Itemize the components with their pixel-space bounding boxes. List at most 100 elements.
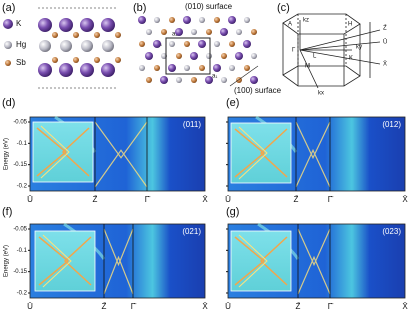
- atom: [176, 53, 182, 59]
- atom: [221, 53, 227, 59]
- surface-band: [103, 228, 134, 295]
- surface-label: (021): [182, 227, 201, 236]
- atom: [102, 40, 114, 52]
- atom: [229, 41, 235, 47]
- atom: [169, 17, 175, 23]
- bz-point: X̄: [383, 61, 387, 68]
- spectrum-panel: (f) (021) Ū Z̄ Γ̄ X̄ -0.05 -0.1 -0.15 -0.2 Energy …: [2, 206, 208, 311]
- y-tick-label: -0.05: [13, 120, 27, 126]
- panel-label: (a): [2, 2, 15, 14]
- atom: [198, 40, 206, 48]
- panel-label: (c): [277, 2, 290, 14]
- atom: [146, 77, 152, 83]
- atom: [184, 41, 190, 47]
- atom: [213, 64, 221, 72]
- atom: [154, 65, 160, 71]
- atom: [80, 63, 94, 77]
- atom: [39, 40, 51, 52]
- y-tick-label: -0.05: [13, 227, 27, 233]
- y-axis-label: Energy (eV): [4, 138, 10, 170]
- atom: [59, 63, 73, 77]
- atom: [176, 77, 182, 83]
- inset-band: [238, 126, 268, 180]
- surface-side: (100) surface: [234, 86, 282, 95]
- atom: [251, 53, 257, 59]
- k-point-label: Ū: [225, 195, 231, 204]
- surface-band: [297, 228, 331, 295]
- atom-sb: [73, 32, 79, 38]
- atom: [146, 29, 152, 35]
- atom-k: [3, 19, 13, 29]
- atom-hg: [4, 41, 12, 49]
- atom: [169, 41, 175, 47]
- surface-pointer: [229, 65, 259, 87]
- atom: [235, 52, 243, 60]
- atom-sb: [94, 32, 100, 38]
- y-tick-label: -0.2: [17, 184, 28, 190]
- inset-band: [40, 125, 70, 179]
- atom: [190, 52, 198, 60]
- atom: [139, 41, 145, 47]
- k-point-label: Γ̄: [328, 302, 334, 311]
- k-point-label: Z̄: [296, 302, 301, 311]
- atom: [154, 17, 160, 23]
- atom: [205, 76, 213, 84]
- surface-label: (012): [382, 120, 401, 129]
- y-tick-label: -0.15: [13, 162, 27, 168]
- k-axis: ky: [356, 45, 362, 51]
- atom: [184, 65, 190, 71]
- k-point-label: X̄: [402, 302, 408, 311]
- atom: [191, 77, 197, 83]
- surface-band: [94, 121, 148, 188]
- atom: [160, 76, 168, 84]
- atom: [236, 29, 242, 35]
- inset-band: [234, 236, 288, 286]
- k-point-label: X̄: [202, 302, 208, 311]
- panel-label: (e): [226, 97, 239, 109]
- surface-top: (010) surface: [185, 2, 233, 11]
- atom-sb: [115, 32, 121, 38]
- atom-sb: [5, 60, 11, 66]
- bz-point: Ū: [383, 39, 387, 46]
- atom-sb: [115, 57, 121, 63]
- atom: [81, 40, 93, 52]
- k-point-label: Z̄: [294, 195, 299, 204]
- atom: [206, 53, 212, 59]
- bz-point: Z̄: [383, 25, 387, 32]
- axis-a2: a₂: [172, 32, 178, 38]
- k-point-label: X̄: [402, 195, 408, 204]
- k-point-label: Ū: [225, 302, 231, 311]
- atom: [221, 77, 227, 83]
- k-point-label: Ū: [27, 195, 33, 204]
- spectrum-panel: (d) (011) Ū Z̄ Γ̄ X̄ -0.05 -0.1 -0.15 -0.2 Energy …: [2, 97, 208, 204]
- bz-point: K: [349, 56, 353, 62]
- unit-cell: [165, 37, 211, 75]
- atom: [175, 28, 183, 36]
- atom: [183, 16, 191, 24]
- atom: [243, 40, 251, 48]
- atom-sb: [94, 57, 100, 63]
- atom: [214, 41, 220, 47]
- atom: [38, 18, 52, 32]
- k-axis: kz: [303, 18, 309, 24]
- atom: [59, 18, 73, 32]
- atom: [153, 40, 161, 48]
- k-axis: kx: [318, 91, 324, 97]
- bz-point: M: [305, 64, 310, 70]
- inset-band: [38, 236, 92, 286]
- atom: [228, 16, 236, 24]
- atom: [229, 65, 235, 71]
- atom-sb: [73, 57, 79, 63]
- atom: [139, 65, 145, 71]
- panel-label: (d): [2, 97, 15, 109]
- atom: [199, 65, 205, 71]
- atom: [38, 63, 52, 77]
- atom: [60, 40, 72, 52]
- y-tick-label: -0.15: [13, 269, 27, 275]
- inset-band: [234, 128, 288, 178]
- atom: [191, 29, 197, 35]
- surface-label: (023): [382, 227, 401, 236]
- legend-k: K: [16, 19, 22, 28]
- spectrum-panel: (e) (012) Ū Z̄ Γ̄ X̄: [225, 97, 408, 204]
